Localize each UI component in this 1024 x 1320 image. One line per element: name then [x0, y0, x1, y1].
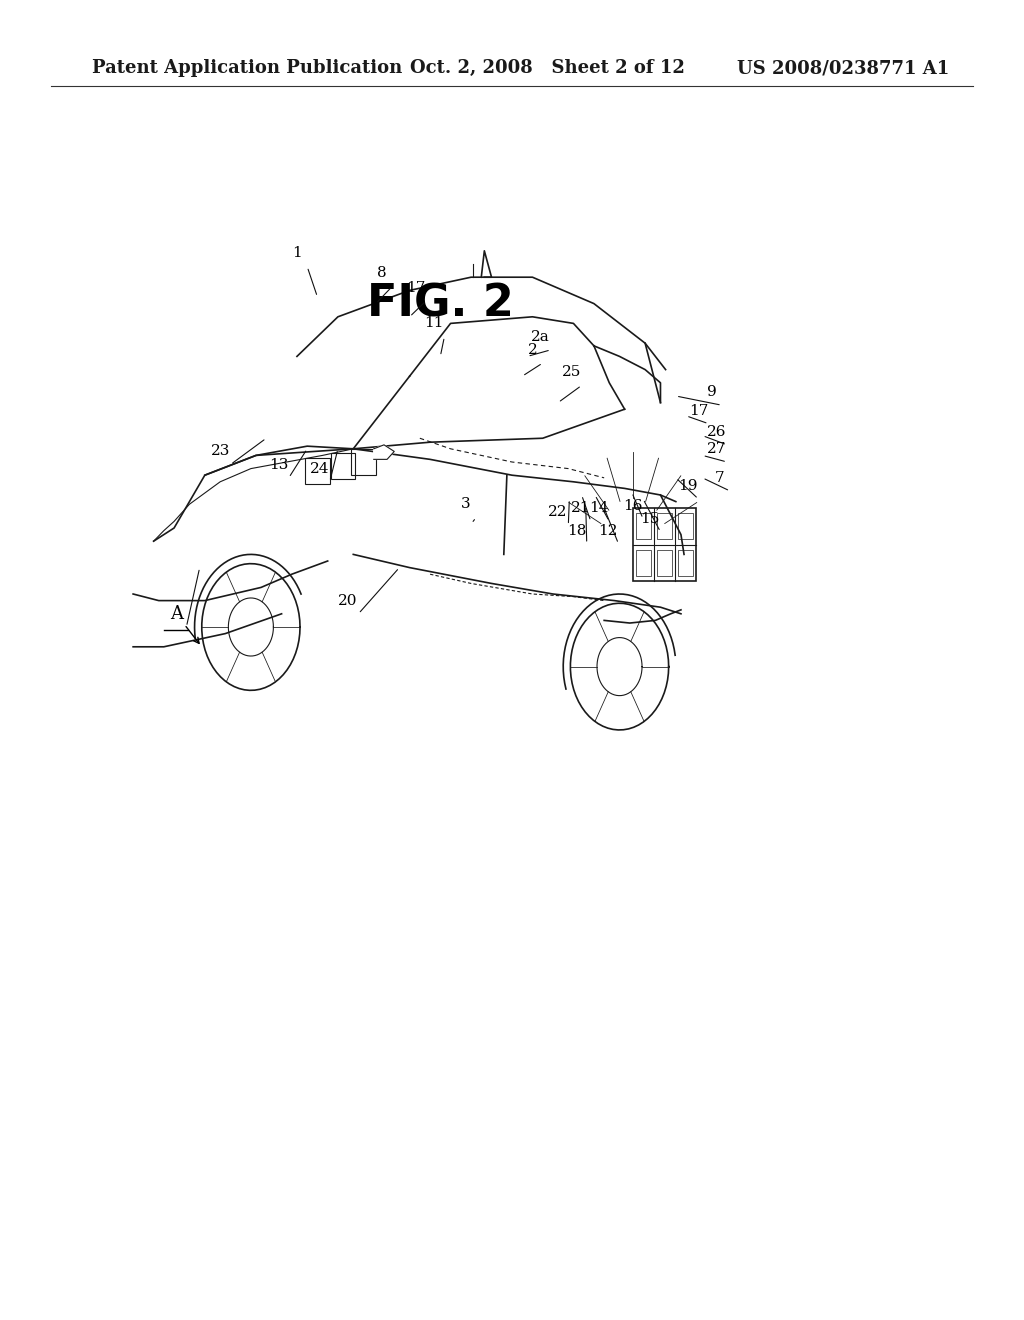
Bar	[636, 513, 651, 540]
Text: FIG. 2: FIG. 2	[367, 282, 514, 325]
Text: 9: 9	[707, 385, 717, 399]
Text: 22: 22	[548, 506, 568, 519]
Bar	[633, 508, 696, 581]
Text: 12: 12	[598, 524, 618, 537]
Text: 11: 11	[424, 317, 444, 330]
Text: 3: 3	[461, 498, 471, 511]
Text: A: A	[170, 605, 182, 623]
Text: 8: 8	[377, 267, 387, 280]
Text: 26: 26	[707, 425, 727, 438]
Bar	[657, 513, 672, 540]
Text: 16: 16	[623, 499, 643, 512]
Text: 27: 27	[708, 442, 726, 455]
Polygon shape	[374, 445, 394, 459]
Text: 23: 23	[211, 445, 229, 458]
Text: 17: 17	[407, 281, 425, 294]
Text: 18: 18	[567, 524, 586, 537]
Text: 17: 17	[689, 404, 708, 417]
Text: 1: 1	[292, 247, 302, 260]
Bar	[636, 550, 651, 576]
Text: 13: 13	[269, 458, 288, 471]
Text: 2: 2	[527, 343, 538, 356]
Bar	[351, 449, 376, 475]
Text: 2a: 2a	[531, 330, 550, 343]
Text: 20: 20	[338, 594, 358, 607]
Text: 24: 24	[309, 462, 330, 475]
Text: 14: 14	[589, 502, 609, 515]
Bar	[678, 513, 693, 540]
Text: 15: 15	[641, 512, 659, 525]
Bar	[657, 550, 672, 576]
Bar	[305, 458, 330, 484]
Text: 21: 21	[570, 502, 591, 515]
Text: US 2008/0238771 A1: US 2008/0238771 A1	[737, 59, 949, 78]
Bar	[331, 453, 355, 479]
Text: Oct. 2, 2008   Sheet 2 of 12: Oct. 2, 2008 Sheet 2 of 12	[410, 59, 684, 78]
Text: 19: 19	[678, 479, 698, 492]
Text: 25: 25	[562, 366, 581, 379]
Bar	[678, 550, 693, 576]
Text: Patent Application Publication: Patent Application Publication	[92, 59, 402, 78]
Text: 7: 7	[715, 471, 725, 484]
